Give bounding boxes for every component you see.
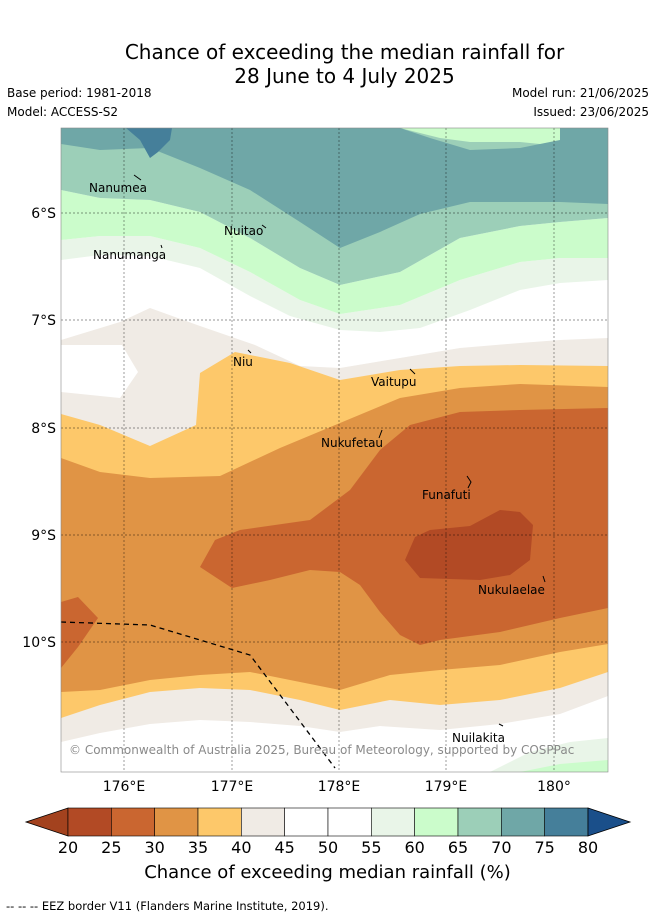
contour-band-60 [61, 190, 608, 314]
colorbar-segment [327, 807, 372, 837]
colorbar-segment [154, 807, 199, 837]
colorbar-tick-label: 65 [447, 838, 469, 857]
eez-border-line [61, 621, 336, 769]
colorbar-segment [197, 807, 242, 837]
lat-tick-label: 8°S [31, 421, 56, 437]
colorbar [24, 807, 632, 837]
island-nuilakita-outline [498, 723, 504, 727]
contour-band-60-southeast [520, 760, 608, 772]
model-label: Model: ACCESS-S2 [7, 105, 119, 119]
graticule [61, 128, 608, 772]
island-nanumanga-outline [160, 244, 163, 249]
island-nuitao-outline [261, 224, 267, 229]
contour-band-75 [126, 128, 172, 158]
lon-tick-label: 176°E [103, 779, 146, 795]
colorbar-segment [501, 807, 545, 837]
colorbar-segment [241, 807, 285, 837]
colorbar-segment [371, 807, 415, 837]
colorbar-tick-label: 50 [317, 838, 339, 857]
colorbar-tick-label: 30 [144, 838, 165, 857]
map-frame [60, 127, 609, 773]
colorbar-tick-label: 80 [577, 838, 599, 857]
colorbar-extend-high [587, 807, 632, 837]
colorbar-tick-label: 40 [231, 838, 252, 857]
colorbar-tick-label: 75 [534, 838, 555, 857]
island-nukulaelae-outline [542, 575, 546, 583]
colorbar-tick-label: 70 [491, 838, 512, 857]
island-funafuti-outline [466, 475, 472, 489]
colorbar-segment [284, 807, 329, 837]
lon-tick-label: 179°E [425, 779, 468, 795]
place-label: Nanumea [89, 181, 147, 195]
map-title-line-2: 28 June to 4 July 2025 [234, 64, 455, 88]
place-label: Nanumanga [93, 248, 166, 262]
issued-label: Issued: 23/06/2025 [533, 105, 649, 119]
island-outlines [133, 174, 546, 727]
colorbar-extend-low [24, 807, 69, 837]
place-label: Vaitupu [371, 375, 417, 389]
map-title-line-1: Chance of exceeding the median rainfall … [124, 40, 565, 64]
colorbar-segment [544, 807, 589, 837]
colorbar-segment [414, 807, 459, 837]
place-label: Niu [233, 355, 253, 369]
copyright-notice: © Commonwealth of Australia 2025, Bureau… [69, 743, 574, 757]
contour-band-30-west [61, 597, 98, 668]
contour-band-55 [61, 236, 608, 332]
island-vaitupu-outline [409, 368, 416, 375]
colorbar-segment [111, 807, 155, 837]
lat-tick-label: 10°S [22, 635, 56, 651]
place-labels: Nanumea Nuitao Nanumanga Niu Vaitupu Nuk… [89, 181, 545, 745]
lat-tick-label: 6°S [31, 206, 56, 222]
colorbar-segment [67, 807, 112, 837]
lon-tick-label: 177°E [211, 779, 254, 795]
lat-tick-label: 9°S [31, 528, 56, 544]
place-label: Nuitao [224, 224, 263, 238]
place-label: Funafuti [422, 488, 471, 502]
map-area: Nanumea Nuitao Nanumanga Niu Vaitupu Nuk… [61, 128, 608, 772]
longitude-labels: 176°E 177°E 178°E 179°E 180° [103, 779, 571, 795]
colorbar-tick-label: 20 [57, 838, 79, 857]
base-period-label: Base period: 1981-2018 [7, 86, 152, 100]
colorbar-tick-label: 25 [101, 838, 122, 857]
latitude-labels: 6°S 7°S 8°S 9°S 10°S [22, 206, 56, 651]
contour-band-30 [200, 408, 608, 645]
colorbar-tick-label: 55 [361, 838, 382, 857]
island-nanumea-outline [133, 174, 142, 181]
contour-band-25 [405, 510, 533, 580]
colorbar-tick-label: 35 [187, 838, 209, 857]
lon-tick-label: 178°E [318, 779, 361, 795]
place-label: Nuilakita [452, 731, 505, 745]
colorbar-segment [457, 807, 502, 837]
place-label: Nukulaelae [478, 583, 545, 597]
place-label: Nukufetau [321, 436, 383, 450]
colorbar-tick-label: 45 [274, 838, 295, 857]
island-nukufetau-outline [378, 429, 383, 439]
colorbar-title: Chance of exceeding median rainfall (%) [144, 862, 511, 883]
lat-tick-label: 7°S [31, 313, 56, 329]
island-niu-outline [247, 349, 252, 354]
lon-tick-label: 180° [537, 779, 571, 795]
eez-footnote: -- -- -- EEZ border V11 (Flanders Marine… [6, 899, 329, 913]
model-run-label: Model run: 21/06/2025 [511, 86, 649, 100]
land-white-west [61, 345, 138, 398]
colorbar-tick-label: 60 [404, 838, 425, 857]
contour-band-70 [61, 128, 608, 248]
